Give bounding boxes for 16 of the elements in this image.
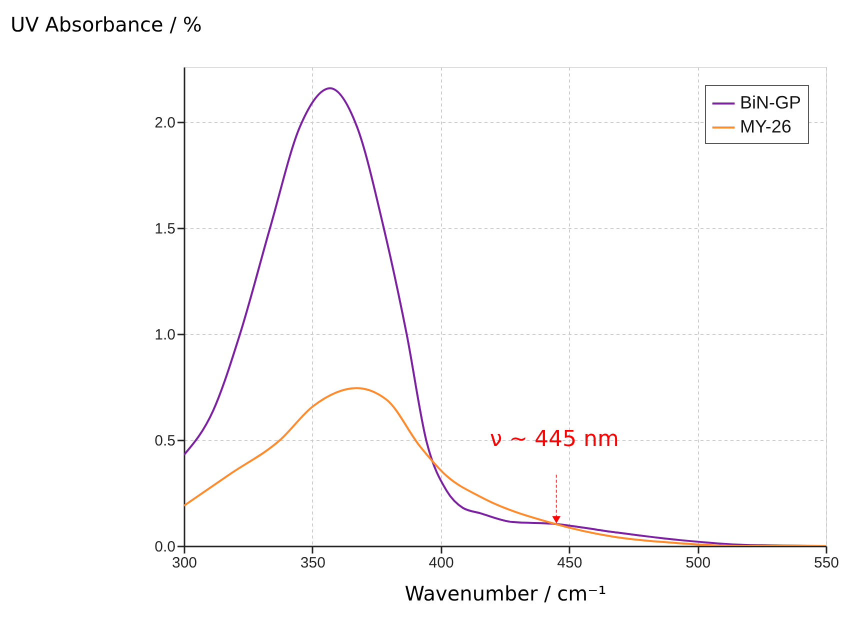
y-tick-label: 1.0 <box>154 326 176 344</box>
x-tick-label: 500 <box>686 554 711 572</box>
x-tick-label: 450 <box>557 554 582 572</box>
legend-label: MY-26 <box>740 116 792 136</box>
y-tick-label: 0.0 <box>154 538 176 556</box>
annotation: ν ~ 445 nm <box>490 426 619 452</box>
x-tick-label: 350 <box>300 554 326 572</box>
x-axis-title: Wavenumber / cm⁻¹ <box>404 582 606 606</box>
y-tick-label: 1.5 <box>154 220 176 238</box>
legend-label: BiN-GP <box>740 92 802 112</box>
x-tick-label: 550 <box>814 554 840 572</box>
x-tick-label: 300 <box>172 554 198 572</box>
x-tick-label: 400 <box>428 554 454 572</box>
y-tick-label: 2.0 <box>154 114 176 132</box>
y-tick-label: 0.5 <box>154 432 176 450</box>
y-axis-title: UV Absorbance / % <box>10 12 202 36</box>
